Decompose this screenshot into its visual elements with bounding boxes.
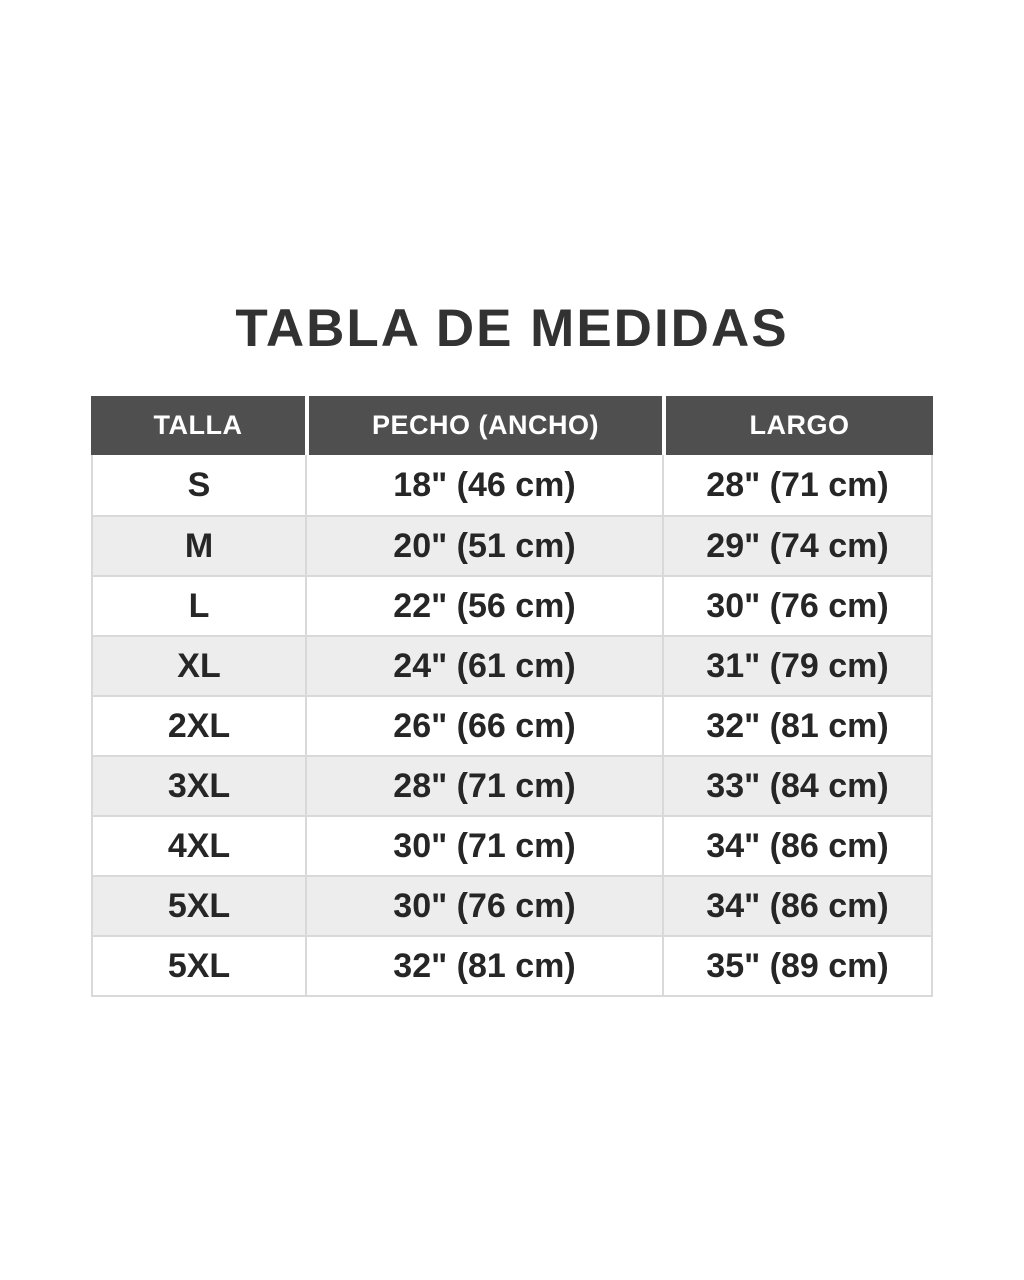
table-row: 4XL 30" (71 cm) 34" (86 cm) xyxy=(93,815,931,876)
chest-value-cell: 26" (66 cm) xyxy=(305,697,662,756)
length-value-cell: 32" (81 cm) xyxy=(662,697,931,756)
header-cell-largo: LARGO xyxy=(662,396,933,456)
chest-value-cell: 28" (71 cm) xyxy=(305,757,662,816)
table-row: 5XL 30" (76 cm) 34" (86 cm) xyxy=(93,875,931,936)
size-label-cell: L xyxy=(188,586,210,625)
chest-value-cell: 30" (76 cm) xyxy=(305,877,662,936)
table-header-row: TALLA PECHO (ANCHO) LARGO xyxy=(91,396,933,456)
table-row: L 22" (56 cm) 30" (76 cm) xyxy=(93,575,931,636)
length-value-cell: 34" (86 cm) xyxy=(662,817,931,876)
size-label-cell: S xyxy=(187,465,211,504)
length-value-cell: 31" (79 cm) xyxy=(662,637,931,696)
table-body: S 18" (46 cm) 28" (71 cm) M 20" (51 cm) 29" (… xyxy=(91,455,933,998)
size-label-cell: XL xyxy=(177,646,221,685)
table-row: M 20" (51 cm) 29" (74 cm) xyxy=(93,515,931,576)
length-value-cell: 33" (84 cm) xyxy=(662,757,931,816)
page-title: TABLA DE MEDIDAS xyxy=(235,299,789,358)
table-row: XL 24" (61 cm) 31" (79 cm) xyxy=(93,635,931,696)
length-value-cell: 34" (86 cm) xyxy=(662,877,931,936)
size-table: TALLA PECHO (ANCHO) LARGO S 18" (46 cm) 28… xyxy=(91,396,933,998)
length-value-cell: 29" (74 cm) xyxy=(662,517,931,576)
size-label-cell: 2XL xyxy=(167,706,231,745)
header-cell-pecho-ancho: PECHO (ANCHO) xyxy=(305,396,662,456)
chest-value-cell: 22" (56 cm) xyxy=(305,577,662,636)
length-value-cell: 30" (76 cm) xyxy=(662,577,931,636)
size-label-cell: 5XL xyxy=(167,886,231,925)
size-label-cell: 4XL xyxy=(167,826,231,865)
chest-value-cell: 30" (71 cm) xyxy=(305,817,662,876)
size-label-cell: 3XL xyxy=(167,766,231,805)
table-row: 3XL 28" (71 cm) 33" (84 cm) xyxy=(93,755,931,816)
table-row: 2XL 26" (66 cm) 32" (81 cm) xyxy=(93,695,931,756)
chest-value-cell: 32" (81 cm) xyxy=(305,937,662,996)
table-row: S 18" (46 cm) 28" (71 cm) xyxy=(93,455,931,516)
length-value-cell: 35" (89 cm) xyxy=(662,937,931,996)
table-row: 5XL 32" (81 cm) 35" (89 cm) xyxy=(93,935,931,996)
size-label-cell: 5XL xyxy=(167,946,231,985)
length-value-cell: 28" (71 cm) xyxy=(662,455,931,516)
chest-value-cell: 24" (61 cm) xyxy=(305,637,662,696)
chest-value-cell: 20" (51 cm) xyxy=(305,517,662,576)
size-label-cell: M xyxy=(184,526,214,565)
header-cell-talla: TALLA xyxy=(153,410,243,441)
chest-value-cell: 18" (46 cm) xyxy=(305,455,662,516)
